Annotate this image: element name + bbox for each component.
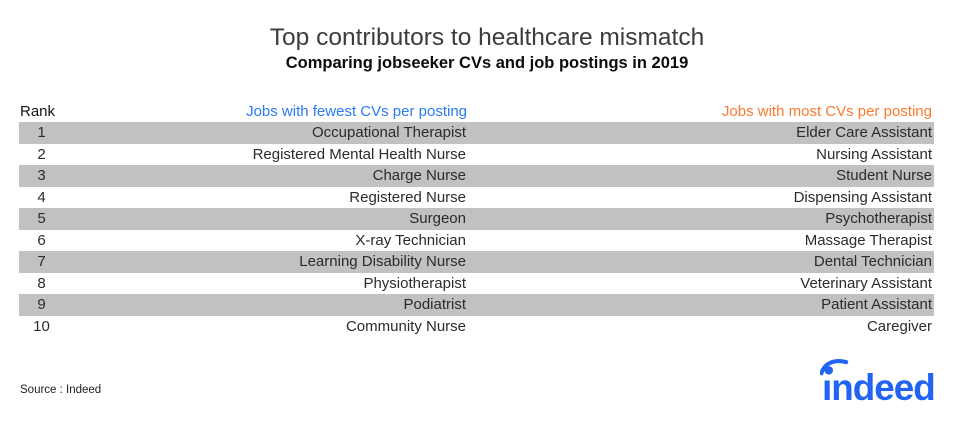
most-cvs-cell: Nursing Assistant [816,145,932,163]
rank-cell: 9 [37,296,46,314]
fewest-cvs-cell: Charge Nurse [372,167,466,185]
table-row: 8 Physiotherapist Veterinary Assistant [19,273,934,295]
table-row: 9 Podiatrist Patient Assistant [19,294,934,316]
most-cvs-cell: Dental Technician [813,253,932,271]
rank-cell: 3 [37,167,46,185]
most-cvs-cell: Massage Therapist [804,231,932,249]
most-cvs-cell: Psychotherapist [825,210,932,228]
indeed-swoosh-icon [820,359,849,376]
fewest-cvs-cell: Registered Mental Health Nurse [252,145,466,163]
most-cvs-cell: Dispensing Assistant [793,188,932,206]
rank-cell: 7 [37,253,46,271]
rank-cell: 1 [37,124,46,142]
indeed-logo: ındeed [820,359,936,404]
indeed-i-dot-icon [824,366,833,375]
most-cvs-cell: Elder Care Assistant [796,124,932,142]
table-row: 5 Surgeon Psychotherapist [19,208,934,230]
column-header-most-cvs: Jobs with most CVs per posting [721,102,932,120]
fewest-cvs-cell: Surgeon [409,210,466,228]
most-cvs-cell: Caregiver [866,317,932,335]
most-cvs-cell: Student Nurse [836,167,932,185]
table-row: 7 Learning Disability Nurse Dental Techn… [19,251,934,273]
rank-cell: 5 [37,210,46,228]
table-row: 10 Community Nurse Caregiver [19,316,934,338]
fewest-cvs-cell: Registered Nurse [349,188,466,206]
rank-cell: 8 [37,274,46,292]
rank-cell: 10 [33,317,50,335]
fewest-cvs-cell: Podiatrist [403,296,466,314]
mismatch-table: Rank Jobs with fewest CVs per posting Jo… [19,100,934,337]
column-header-rank: Rank [20,102,56,120]
fewest-cvs-cell: Physiotherapist [363,274,466,292]
table-row: 6 X-ray Technician Massage Therapist [19,230,934,252]
fewest-cvs-cell: X-ray Technician [355,231,466,249]
column-header-fewest-cvs: Jobs with fewest CVs per posting [246,102,467,120]
rank-cell: 2 [37,145,46,163]
table-body: 1 Occupational Therapist Elder Care Assi… [19,122,934,337]
page-title: Top contributors to healthcare mismatch [269,24,705,51]
svg-text:ındeed: ındeed [822,367,935,404]
table-row: 2 Registered Mental Health Nurse Nursing… [19,144,934,166]
table-row: 1 Occupational Therapist Elder Care Assi… [19,122,934,144]
most-cvs-cell: Veterinary Assistant [800,274,932,292]
table-row: 3 Charge Nurse Student Nurse [19,165,934,187]
fewest-cvs-cell: Community Nurse [345,317,466,335]
table-row: 4 Registered Nurse Dispensing Assistant [19,187,934,209]
page-subtitle: Comparing jobseeker CVs and job postings… [285,54,689,72]
rank-cell: 4 [37,188,46,206]
fewest-cvs-cell: Occupational Therapist [312,124,466,142]
table-header-row: Rank Jobs with fewest CVs per posting Jo… [19,100,934,122]
source-caption: Source : Indeed [20,384,102,396]
fewest-cvs-cell: Learning Disability Nurse [299,253,466,271]
rank-cell: 6 [37,231,46,249]
most-cvs-cell: Patient Assistant [821,296,932,314]
